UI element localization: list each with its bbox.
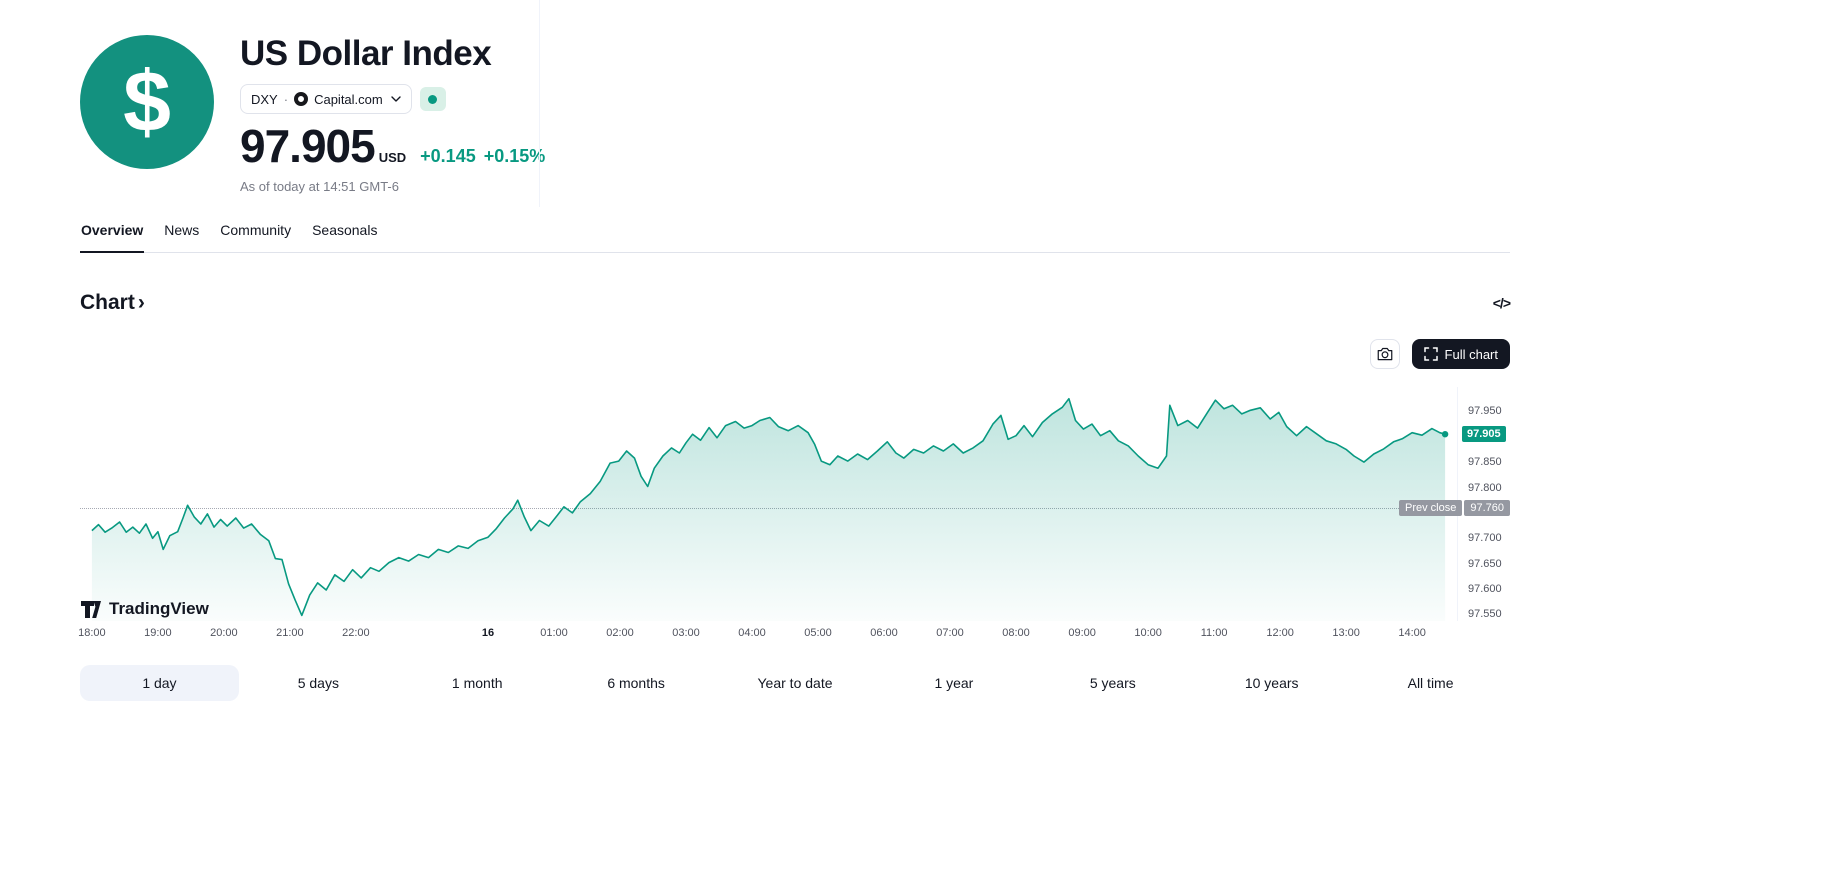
prev-close-row: Prev close 97.760 [1398,499,1510,516]
range-all-time[interactable]: All time [1351,665,1510,701]
range-6-months[interactable]: 6 months [557,665,716,701]
y-axis-label: 97.800 [1468,481,1502,494]
price-currency: USD [378,150,407,165]
price-line [91,397,1446,617]
range-5-days[interactable]: 5 days [239,665,398,701]
chevron-down-icon [391,96,401,102]
full-chart-label: Full chart [1444,346,1498,362]
chart-section-head: Chart › </> [80,291,1511,315]
range-1-day[interactable]: 1 day [80,665,239,701]
capitalcom-logo-icon [294,92,309,106]
y-axis-label: 97.950 [1468,405,1502,418]
x-axis-label: 12:00 [1266,627,1294,639]
y-axis-label: 97.850 [1468,456,1502,469]
tradingview-logo-icon [81,600,101,618]
embed-code-icon[interactable]: </> [1492,295,1511,311]
dollar-index-logo: $ [80,35,214,169]
tab-news[interactable]: News [164,222,200,238]
prev-close-value: 97.760 [1464,499,1510,516]
x-axis-label: 11:00 [1200,627,1228,639]
x-axis-label: 05:00 [804,627,832,639]
x-axis-label: 06:00 [870,627,898,639]
y-axis-label: 97.550 [1468,608,1502,621]
x-axis-label: 19:00 [144,627,172,639]
x-axis-label: 16 [481,627,495,639]
price-row: 97.905 USD +0.145 +0.15% [240,119,545,173]
separator-dot: · [283,91,289,107]
chart-toolbar: Full chart [80,339,1510,369]
y-axis-label: 97.600 [1468,583,1502,595]
price-chart-plot[interactable]: TradingView [80,387,1457,621]
y-axis-label: 97.650 [1468,557,1502,570]
header-main: US Dollar Index DXY · Capital.com 97.905… [240,35,545,194]
last-price-dot [1441,431,1449,438]
exchange-name: Capital.com [314,91,383,107]
symbol-header: $ US Dollar Index DXY · Capital.com 97.9… [80,0,1510,194]
tab-overview[interactable]: Overview [80,222,145,253]
symbol-code: DXY [251,91,278,107]
symbol-row: DXY · Capital.com [240,84,545,114]
prev-close-tag: Prev close [1398,499,1463,516]
x-axis-label: 02:00 [606,627,634,639]
chevron-right-icon: › [137,291,145,314]
range-selector: 1 day 5 days 1 month 6 months Year to da… [80,665,1510,701]
x-axis-label: 18:00 [78,627,106,639]
camera-icon [1377,347,1392,361]
range-1-year[interactable]: 1 year [874,665,1033,701]
x-axis-label: 14:00 [1398,627,1426,639]
tradingview-wordmark: TradingView [109,599,209,618]
range-1-month[interactable]: 1 month [398,665,557,701]
price-change-percent: +0.15% [483,146,546,166]
full-chart-button[interactable]: Full chart [1411,339,1510,369]
range-10-years[interactable]: 10 years [1192,665,1351,701]
x-axis: 18:00 19:00 20:00 21:00 22:00 16 01:00 02:00 03:… [78,627,1457,642]
tab-bar: Overview News Community Seasonals [80,222,1510,253]
x-axis-label: 21:00 [276,627,304,639]
x-axis-label: 20:00 [210,627,238,639]
range-5-years[interactable]: 5 years [1033,665,1192,701]
as-of-timestamp: As of today at 14:51 GMT-6 [240,179,399,194]
symbol-selector-button[interactable]: DXY · Capital.com [240,84,412,114]
x-axis-label: 07:00 [936,627,964,639]
snapshot-camera-button[interactable] [1369,339,1400,369]
x-axis-label: 08:00 [1002,627,1030,639]
x-axis-label: 03:00 [672,627,700,639]
fullscreen-icon [1423,347,1438,361]
x-axis-label: 22:00 [342,627,370,639]
tradingview-attribution-link[interactable]: TradingView [81,599,209,619]
x-axis-label: 04:00 [738,627,766,639]
x-axis-label: 01:00 [540,627,568,639]
x-axis-label: 09:00 [1068,627,1096,639]
page-content: $ US Dollar Index DXY · Capital.com 97.9… [78,0,1511,701]
chart-heading-text: Chart [80,291,135,314]
y-axis: 97.950 97.850 97.800 97.700 97.650 97.600 97.5… [1458,387,1510,621]
x-axis-label: 13:00 [1332,627,1360,639]
tab-seasonals[interactable]: Seasonals [312,222,378,238]
price-chart-svg [91,397,1449,621]
market-open-dot [428,94,438,104]
y-axis-label: 97.700 [1468,532,1502,545]
dollar-sign-glyph: $ [123,53,171,150]
tab-community[interactable]: Community [220,222,292,238]
chart-area: TradingView 97.950 97.850 97.800 97.700 97.6… [80,387,1510,621]
page-title: US Dollar Index [240,34,492,73]
last-price-badge: 97.905 [1462,426,1506,443]
chart-heading-link[interactable]: Chart › [80,291,145,315]
market-status-indicator[interactable] [419,87,446,111]
price-area [91,398,1446,621]
price-change-absolute: +0.145 [420,146,476,166]
x-axis-label: 10:00 [1134,627,1162,639]
last-price: 97.905 [240,120,376,172]
header-column-divider [539,0,540,207]
range-year-to-date[interactable]: Year to date [716,665,875,701]
